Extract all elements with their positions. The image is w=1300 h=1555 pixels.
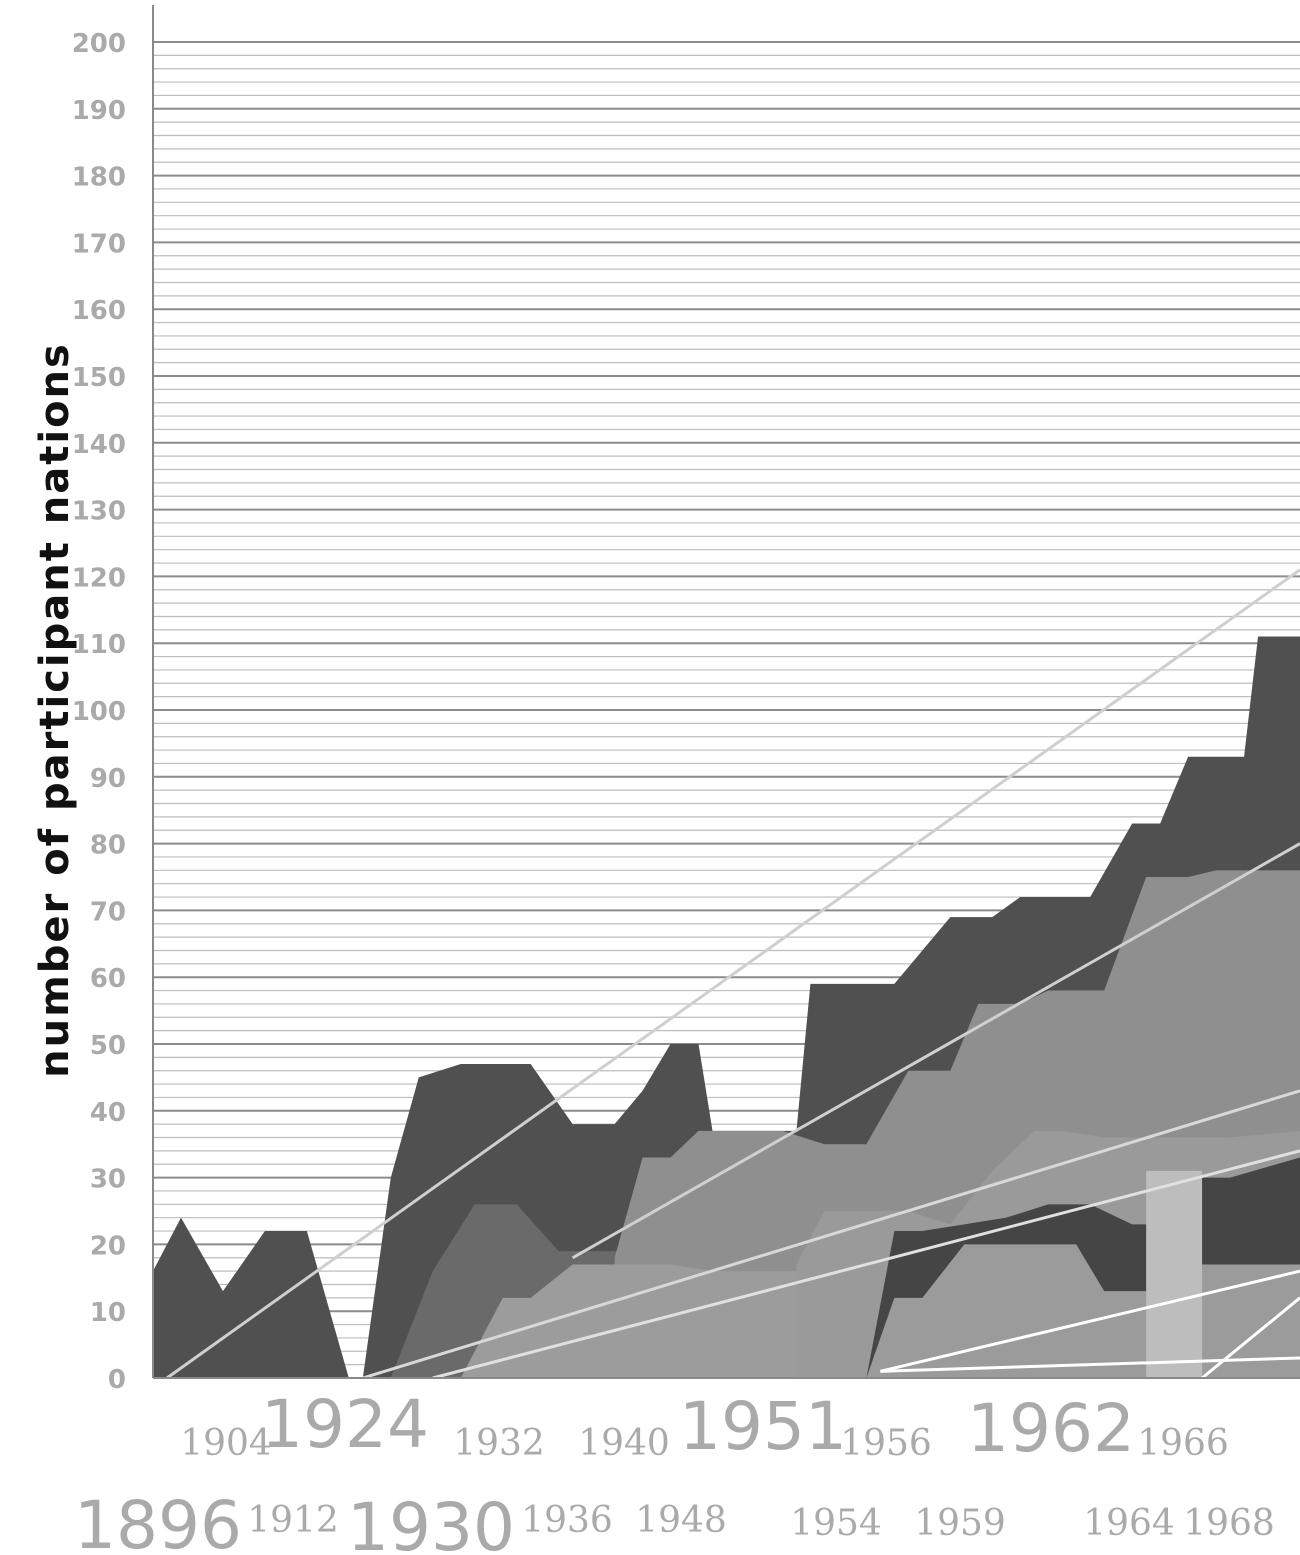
y-tick-label: 0 xyxy=(108,1365,126,1395)
y-tick-label: 130 xyxy=(72,497,126,527)
y-tick-label: 140 xyxy=(72,430,126,460)
trend-line-5 xyxy=(880,1269,1300,1373)
year-label: 1962 xyxy=(967,1390,1135,1467)
year-label: 1948 xyxy=(635,1500,727,1541)
year-label: 1968 xyxy=(1183,1503,1275,1544)
y-tick-label: 180 xyxy=(72,163,126,193)
y-tick-label: 150 xyxy=(72,363,126,393)
year-label: 1924 xyxy=(261,1386,429,1463)
y-tick-label: 120 xyxy=(72,563,126,593)
y-tick-label: 80 xyxy=(90,831,126,861)
y-axis-label: number of participant nations xyxy=(32,342,78,1078)
area-series xyxy=(153,636,1300,1378)
trend-line-6 xyxy=(880,1356,1300,1373)
y-tick-label: 50 xyxy=(90,1031,126,1061)
year-label: 1956 xyxy=(840,1423,932,1464)
year-label: 1954 xyxy=(790,1503,882,1544)
y-tick-label: 170 xyxy=(72,229,126,259)
trend-line-7 xyxy=(1201,1296,1300,1380)
year-label: 1964 xyxy=(1083,1503,1175,1544)
year-label: 1904 xyxy=(180,1423,272,1464)
trend-line-3 xyxy=(362,1089,1300,1380)
trend-line-4 xyxy=(432,1149,1300,1380)
y-tick-label: 100 xyxy=(72,697,126,727)
y-tick-label: 30 xyxy=(90,1165,126,1195)
year-label: 1912 xyxy=(247,1500,339,1541)
year-label: 1936 xyxy=(521,1500,613,1541)
y-tick-label: 40 xyxy=(90,1098,126,1128)
year-label: 1932 xyxy=(453,1423,545,1464)
year-label: 1940 xyxy=(578,1423,670,1464)
y-tick-label: 190 xyxy=(72,96,126,126)
area-series-4 xyxy=(460,1264,867,1378)
y-tick-label: 160 xyxy=(72,296,126,326)
trend-line-2 xyxy=(571,842,1300,1260)
year-label: 1896 xyxy=(74,1487,242,1555)
year-label: 1930 xyxy=(347,1489,515,1555)
y-tick-labels: 0 10 20 30 40 50 60 70 80 90 100 110 120 130 140 150 160… xyxy=(72,29,126,1395)
year-label: 1951 xyxy=(679,1388,847,1465)
year-labels: 1896 1904 1912 1924 1930 1932 1936 1940 1948 1951… xyxy=(74,1386,1275,1555)
trend-line-1 xyxy=(166,568,1300,1380)
y-tick-label: 110 xyxy=(72,630,126,660)
y-tick-label: 60 xyxy=(90,964,126,994)
y-tick-label: 200 xyxy=(72,29,126,59)
area-series-8 xyxy=(1146,1170,1203,1378)
y-tick-label: 90 xyxy=(90,764,126,794)
y-tick-label: 10 xyxy=(90,1298,126,1328)
year-label: 1966 xyxy=(1137,1423,1229,1464)
y-tick-label: 20 xyxy=(90,1231,126,1261)
y-tick-label: 70 xyxy=(90,897,126,927)
year-label: 1959 xyxy=(914,1503,1006,1544)
trend-lines xyxy=(166,568,1300,1380)
